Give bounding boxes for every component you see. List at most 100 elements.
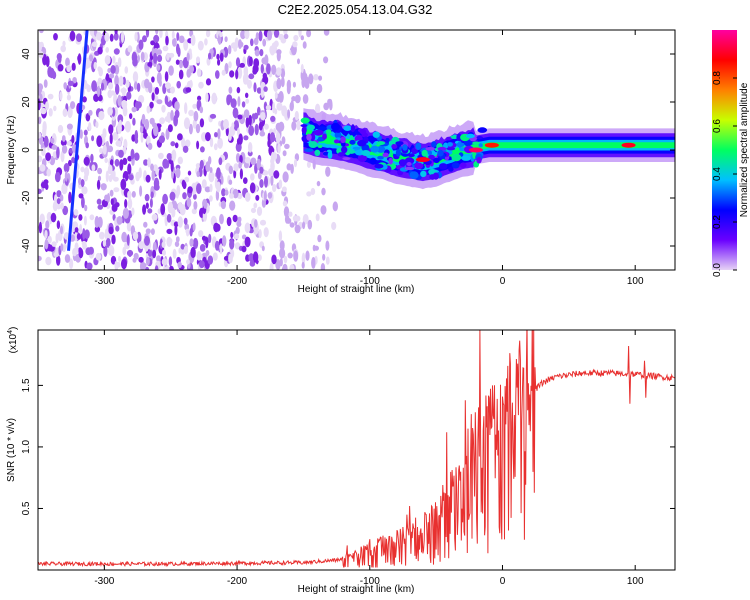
noise-blob xyxy=(168,52,175,58)
noise-blob xyxy=(208,171,215,183)
noise-blob xyxy=(255,194,260,201)
noise-blob xyxy=(165,128,170,140)
noise-blob xyxy=(193,110,199,122)
noise-blob xyxy=(59,194,64,202)
noise-blob xyxy=(38,155,43,163)
noise-blob xyxy=(263,227,269,238)
noise-blob xyxy=(98,110,105,121)
trace-blob xyxy=(476,156,482,164)
noise-blob xyxy=(323,102,330,111)
x-tick-label: -300 xyxy=(94,576,114,587)
noise-blob xyxy=(112,132,119,141)
noise-blob xyxy=(124,120,131,133)
noise-blob xyxy=(204,38,208,46)
noise-blob xyxy=(56,172,60,178)
trace-blob xyxy=(357,154,367,162)
trace-blob xyxy=(456,133,462,141)
noise-blob xyxy=(115,83,120,95)
noise-blob xyxy=(97,204,104,210)
noise-blob xyxy=(186,197,192,208)
noise-blob xyxy=(215,70,220,79)
noise-blob xyxy=(40,107,47,115)
noise-blob xyxy=(189,238,194,247)
trace-blob xyxy=(374,163,384,169)
noise-blob xyxy=(131,207,135,216)
noise-blob xyxy=(150,228,155,236)
colorbar-tick-label: 0.4 xyxy=(712,167,723,181)
trace-blob xyxy=(425,147,436,151)
noise-blob xyxy=(78,248,84,259)
noise-blob xyxy=(203,202,208,209)
noise-blob xyxy=(296,120,301,131)
noise-blob xyxy=(149,101,154,109)
noise-blob xyxy=(107,106,113,116)
y-tick-label: -20 xyxy=(21,190,32,205)
noise-blob xyxy=(175,167,181,179)
noise-blob xyxy=(56,146,60,159)
noise-blob xyxy=(189,79,193,89)
noise-blob xyxy=(102,239,107,247)
noise-blob xyxy=(286,163,292,171)
noise-blob xyxy=(264,175,268,188)
noise-blob xyxy=(39,164,46,172)
noise-blob xyxy=(144,193,150,202)
noise-blob xyxy=(197,95,202,101)
noise-blob xyxy=(122,246,127,256)
noise-blob xyxy=(205,30,211,38)
noise-blob xyxy=(105,170,109,183)
noise-blob xyxy=(154,265,159,270)
noise-blob xyxy=(195,123,201,134)
noise-blob xyxy=(247,79,252,89)
noise-blob xyxy=(69,258,74,270)
noise-blob xyxy=(159,117,166,125)
noise-blob xyxy=(85,247,92,256)
noise-blob xyxy=(117,114,124,124)
noise-blob xyxy=(84,204,88,212)
trace-blob xyxy=(404,166,415,171)
noise-blob xyxy=(282,263,288,270)
trace-blob xyxy=(376,145,386,153)
noise-blob xyxy=(201,179,207,189)
noise-blob xyxy=(230,231,234,239)
bottom-scale-label: (x104) xyxy=(7,327,19,354)
noise-blob xyxy=(56,190,62,198)
noise-blob xyxy=(144,118,150,131)
trace-blob xyxy=(461,155,471,161)
noise-blob xyxy=(78,193,84,199)
noise-blob xyxy=(43,79,48,88)
noise-blob xyxy=(174,224,178,236)
noise-blob xyxy=(109,133,113,145)
noise-blob xyxy=(300,63,304,74)
noise-blob xyxy=(165,82,171,89)
noise-blob xyxy=(233,163,239,172)
noise-blob xyxy=(305,250,310,261)
noise-blob xyxy=(168,265,174,270)
noise-blob xyxy=(156,255,161,263)
trace-blob xyxy=(385,137,390,143)
noise-blob xyxy=(118,75,124,87)
noise-blob xyxy=(278,91,284,103)
noise-blob xyxy=(104,32,110,42)
noise-blob xyxy=(99,147,103,154)
noise-blob xyxy=(184,102,188,115)
noise-blob xyxy=(107,68,112,73)
noise-blob xyxy=(238,133,243,145)
noise-blob xyxy=(153,124,159,137)
noise-blob xyxy=(41,147,46,156)
noise-blob xyxy=(62,108,68,117)
noise-blob xyxy=(109,159,114,167)
noise-blob xyxy=(306,161,311,169)
noise-blob xyxy=(105,47,109,53)
noise-blob xyxy=(205,78,212,86)
noise-blob xyxy=(97,167,103,175)
noise-blob xyxy=(145,266,150,270)
noise-blob xyxy=(292,81,296,88)
noise-blob xyxy=(243,44,249,50)
noise-blob xyxy=(104,157,108,163)
noise-blob xyxy=(55,233,59,244)
x-tick-label: 100 xyxy=(627,276,644,287)
noise-blob xyxy=(39,30,44,34)
noise-blob xyxy=(283,206,290,218)
noise-blob xyxy=(111,234,116,245)
